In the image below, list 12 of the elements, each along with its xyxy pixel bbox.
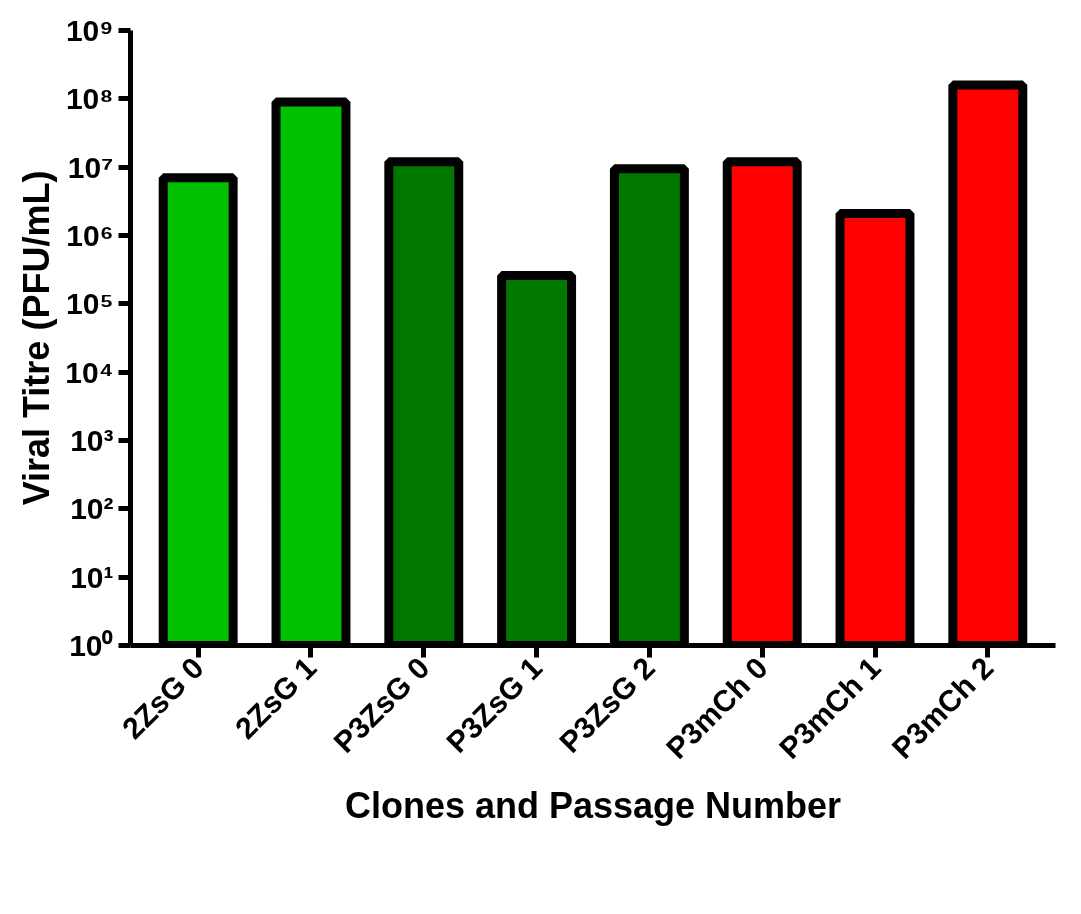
y-tick-label: 10¹ — [70, 560, 114, 594]
x-axis-title: Clones and Passage Number — [344, 784, 842, 826]
y-tick-label: 10⁴ — [65, 355, 114, 389]
y-tick-label: 10⁸ — [65, 82, 114, 116]
y-tick-label: 10⁶ — [66, 219, 114, 252]
y-tick-label: 10⁰ — [69, 629, 114, 662]
y-tick-label: 10⁹ — [65, 14, 114, 47]
y-tick-label: 10⁷ — [67, 150, 114, 184]
y-tick-label: 10² — [70, 492, 114, 526]
y-tick-label: 10⁵ — [66, 287, 114, 321]
y-axis-title: Viral Titre (PFU/mL) — [16, 170, 58, 506]
y-tick-label: 10³ — [70, 424, 114, 457]
